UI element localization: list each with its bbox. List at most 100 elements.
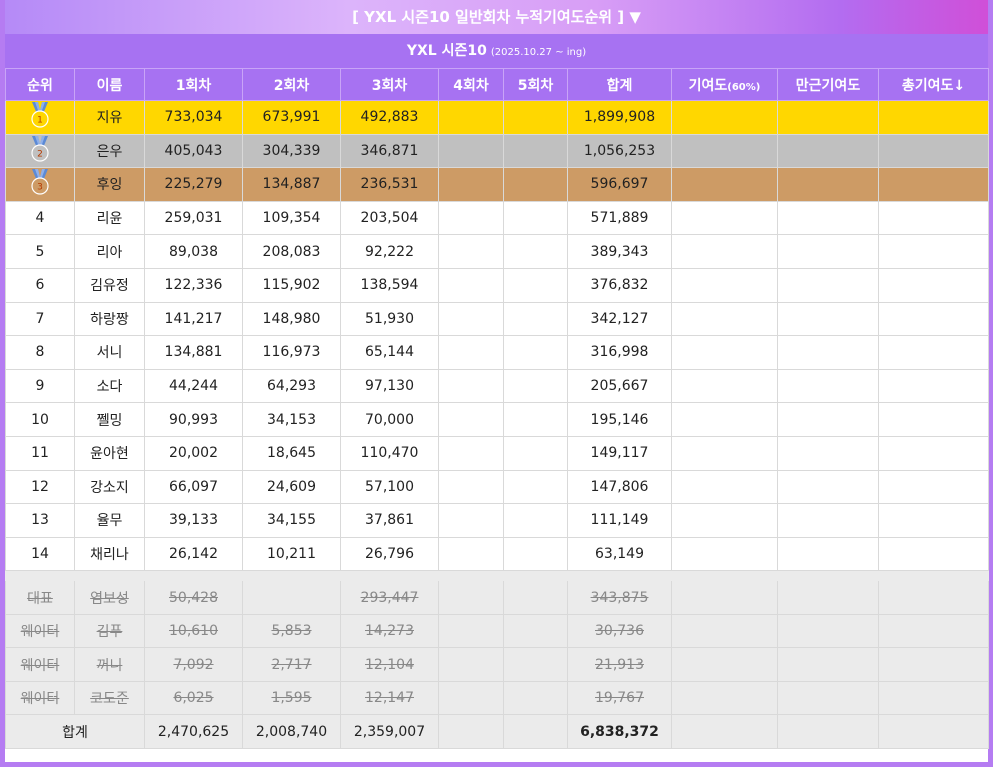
col-contribution: 기여도(60%)	[671, 68, 778, 101]
contribution-cell	[878, 301, 989, 337]
contribution-cell	[777, 301, 879, 337]
rank-medal-cell: 1	[5, 100, 75, 135]
contribution-cell	[777, 469, 879, 505]
rank-cell: 11	[5, 435, 75, 471]
separator-row	[5, 570, 989, 582]
round-cell: 733,034	[144, 100, 243, 135]
round-cell	[438, 647, 504, 682]
total-contribution	[671, 714, 778, 750]
sum-cell: 389,343	[567, 234, 672, 269]
round-cell	[503, 167, 568, 202]
round-cell	[503, 469, 568, 505]
contribution-cell	[878, 402, 989, 437]
season-range: (2025.10.27 ~ ing)	[490, 47, 587, 58]
contribution-cell	[878, 503, 989, 538]
table-row: 9 소다 44,244 64,293 97,130 205,667	[5, 368, 989, 404]
table-row: 13 율무 39,133 34,155 37,861 111,149	[5, 503, 989, 538]
round-cell	[503, 301, 568, 337]
table-header-row: 순위 이름 1회차 2회차 3회차 4회차 5회차 합계 기여도(60%) 만근…	[5, 68, 989, 101]
round-cell: 18,645	[242, 435, 341, 471]
contribution-cell	[878, 469, 989, 505]
sum-cell: 571,889	[567, 200, 672, 236]
contribution-cell	[671, 200, 778, 236]
round-cell: 97,130	[340, 368, 439, 404]
round-cell: 259,031	[144, 200, 243, 236]
total-total-contribution	[878, 714, 989, 750]
round-cell: 138,594	[340, 267, 439, 303]
contribution-cell	[777, 100, 879, 135]
table-row: 5 리아 89,038 208,083 92,222 389,343	[5, 234, 989, 269]
name-cell: 리윤	[74, 200, 145, 236]
round-cell: 2,717	[242, 647, 341, 682]
round-cell: 37,861	[340, 503, 439, 538]
round-cell	[438, 435, 504, 471]
round-cell: 122,336	[144, 267, 243, 303]
svg-text:1: 1	[37, 116, 43, 126]
round-cell	[503, 680, 568, 716]
ranking-dropdown-toggle[interactable]: [ YXL 시즌10 일반회차 누적기여도순위 ] ▼	[5, 0, 988, 34]
contribution-cell	[777, 647, 879, 682]
round-cell: 26,796	[340, 536, 439, 572]
round-cell: 5,853	[242, 613, 341, 649]
contribution-cell	[777, 368, 879, 404]
round-cell	[438, 167, 504, 202]
col-round1: 1회차	[144, 68, 243, 101]
name-cell: 윤아현	[74, 435, 145, 471]
contribution-cell	[878, 613, 989, 649]
sum-cell: 149,117	[567, 435, 672, 471]
round-cell: 6,025	[144, 680, 243, 716]
round-cell: 34,155	[242, 503, 341, 538]
contribution-cell	[671, 435, 778, 471]
name-cell: 은우	[74, 133, 145, 169]
col-total-contribution-sort[interactable]: 총기여도↓	[878, 68, 989, 101]
name-cell: 코도준	[74, 680, 145, 716]
name-cell: 후잉	[74, 167, 145, 202]
sum-cell: 376,832	[567, 267, 672, 303]
round-cell	[503, 647, 568, 682]
name-cell: 리아	[74, 234, 145, 269]
round-cell: 90,993	[144, 402, 243, 437]
table-row: 8 서니 134,881 116,973 65,144 316,998	[5, 335, 989, 370]
round-cell: 110,470	[340, 435, 439, 471]
round-cell	[438, 133, 504, 169]
col-round2: 2회차	[242, 68, 341, 101]
contribution-cell	[878, 100, 989, 135]
name-cell: 쩰밍	[74, 402, 145, 437]
contribution-cell	[671, 368, 778, 404]
contribution-cell	[878, 580, 989, 615]
contribution-cell	[671, 647, 778, 682]
role-cell: 웨이터	[5, 613, 75, 649]
contribution-cell	[777, 402, 879, 437]
contribution-cell	[671, 503, 778, 538]
contribution-cell	[777, 167, 879, 202]
name-cell: 하랑짱	[74, 301, 145, 337]
season-header: YXL 시즌10 (2025.10.27 ~ ing)	[5, 34, 988, 68]
round-cell	[503, 503, 568, 538]
round-cell	[438, 536, 504, 572]
contribution-cell	[878, 435, 989, 471]
rank-cell: 14	[5, 536, 75, 572]
contribution-cell	[878, 167, 989, 202]
round-cell: 492,883	[340, 100, 439, 135]
season-label: YXL 시즌10	[406, 43, 487, 59]
svg-text:3: 3	[37, 183, 43, 193]
contribution-cell	[671, 680, 778, 716]
name-cell: 율무	[74, 503, 145, 538]
contribution-cell	[777, 200, 879, 236]
rank-cell: 4	[5, 200, 75, 236]
contribution-cell	[777, 680, 879, 716]
round-cell	[438, 680, 504, 716]
round-cell	[503, 200, 568, 236]
table-row: 4 리윤 259,031 109,354 203,504 571,889	[5, 200, 989, 236]
rank-cell: 5	[5, 234, 75, 269]
round-cell	[503, 536, 568, 572]
sum-cell: 63,149	[567, 536, 672, 572]
contribution-cell	[777, 580, 879, 615]
round-cell: 673,991	[242, 100, 341, 135]
table-row: 10 쩰밍 90,993 34,153 70,000 195,146	[5, 402, 989, 437]
contribution-cell	[671, 469, 778, 505]
round-cell: 26,142	[144, 536, 243, 572]
round-cell: 50,428	[144, 580, 243, 615]
rank-cell: 7	[5, 301, 75, 337]
contribution-cell	[878, 133, 989, 169]
